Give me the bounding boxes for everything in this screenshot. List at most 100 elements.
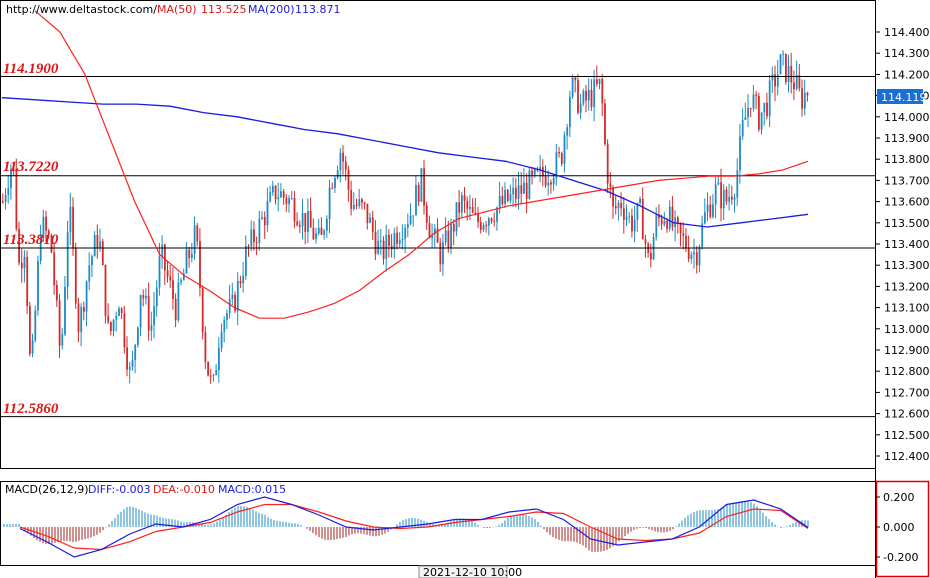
candle-body (641, 198, 644, 240)
candle-body (118, 308, 120, 317)
candle-body (417, 185, 420, 202)
candle-body (447, 230, 450, 249)
candle-body (272, 185, 274, 193)
candle-body (455, 202, 458, 232)
candle-body (771, 74, 774, 81)
candle-body (350, 189, 353, 210)
candle-body (587, 90, 590, 101)
candle-body (34, 310, 37, 341)
candle-body (193, 225, 196, 255)
macd-dea-label: DEA:-0.010 (153, 483, 215, 496)
candle-body (242, 275, 245, 284)
dea-line (19, 503, 809, 551)
candle-body (239, 280, 242, 284)
candle-body (779, 54, 782, 75)
candle-body (374, 231, 377, 254)
candle-body (215, 370, 218, 375)
candle-body (334, 177, 336, 189)
candle-body (153, 306, 155, 326)
candle-body (517, 185, 520, 199)
candle-body (155, 287, 158, 307)
candle-body (88, 265, 91, 282)
candle-body (733, 197, 736, 200)
candle-body (712, 204, 714, 217)
candle-body (452, 223, 455, 232)
candle-body (169, 276, 172, 281)
candle-body (755, 94, 758, 96)
candle-body (701, 223, 704, 247)
price-tick-label: 113.100 (884, 302, 930, 315)
candle-body (604, 103, 606, 144)
candle-body (663, 221, 666, 225)
diff-line (19, 496, 809, 558)
candle-body (120, 308, 123, 314)
candle-body (99, 241, 101, 249)
price-tick-label: 113.500 (884, 217, 930, 230)
candle-body (377, 241, 380, 254)
candle-body (704, 212, 706, 224)
candle-body (674, 217, 677, 227)
candle-body (177, 282, 180, 321)
candle-body (147, 295, 150, 331)
candle-body (50, 235, 53, 253)
candle-body (366, 203, 369, 223)
candle-body (547, 182, 550, 186)
candle-body (139, 295, 142, 328)
level-label: 112.5860 (3, 401, 59, 417)
macd-tick-label: 0.000 (883, 521, 915, 534)
candle-body (326, 218, 328, 231)
candle-body (601, 78, 604, 104)
candle-body (180, 280, 182, 283)
price-tick-label: 114.200 (884, 68, 930, 81)
source-url: http://www.deltastock.com/ (6, 3, 157, 16)
candle-body (596, 79, 598, 84)
candle-body (196, 225, 199, 242)
candle-body (539, 167, 542, 171)
candle-body (15, 168, 18, 229)
price-tick-label: 112.700 (884, 386, 930, 399)
candle-body (288, 198, 290, 205)
candle-body (185, 249, 188, 274)
candle-body (390, 245, 393, 250)
candle-body (409, 215, 412, 225)
candle-body (161, 244, 164, 257)
candle-body (188, 249, 191, 259)
candle-body (682, 233, 685, 236)
candle-body (7, 187, 10, 195)
candle-body (590, 90, 593, 107)
candle-body (166, 270, 169, 277)
candle-body (404, 227, 407, 239)
price-tick-label: 114.000 (884, 111, 930, 124)
price-tick-label: 113.900 (884, 132, 930, 145)
candle-body (552, 178, 555, 185)
candle-body (263, 216, 266, 226)
level-label: 113.3810 (3, 232, 59, 248)
candle-body (4, 194, 7, 202)
macd-tick-label: 0.200 (883, 491, 915, 504)
candle-body (628, 215, 631, 217)
candle-body (347, 169, 350, 190)
candle-body (706, 204, 709, 213)
candle-body (685, 235, 687, 249)
ma200-value: 113.871 (295, 3, 341, 16)
price-tick-label: 112.400 (884, 450, 930, 463)
candle-body (266, 201, 269, 226)
candle-body (671, 206, 674, 227)
candle-body (720, 182, 722, 209)
candle-body (798, 74, 801, 89)
candle-body (74, 247, 77, 304)
level-label: 113.7220 (3, 159, 59, 175)
candle-body (261, 216, 263, 219)
candle-body (442, 242, 444, 265)
candle-body (609, 183, 612, 188)
level-lines: 114.1900 113.7220 113.3810 112.5860 (0, 61, 875, 418)
candle-body (93, 234, 96, 257)
candle-body (2, 201, 4, 203)
candle-body (363, 202, 366, 204)
candle-body (482, 225, 485, 230)
candle-body (31, 340, 34, 354)
candle-body (776, 74, 779, 87)
candle-body (26, 256, 29, 307)
candle-body (23, 256, 26, 269)
